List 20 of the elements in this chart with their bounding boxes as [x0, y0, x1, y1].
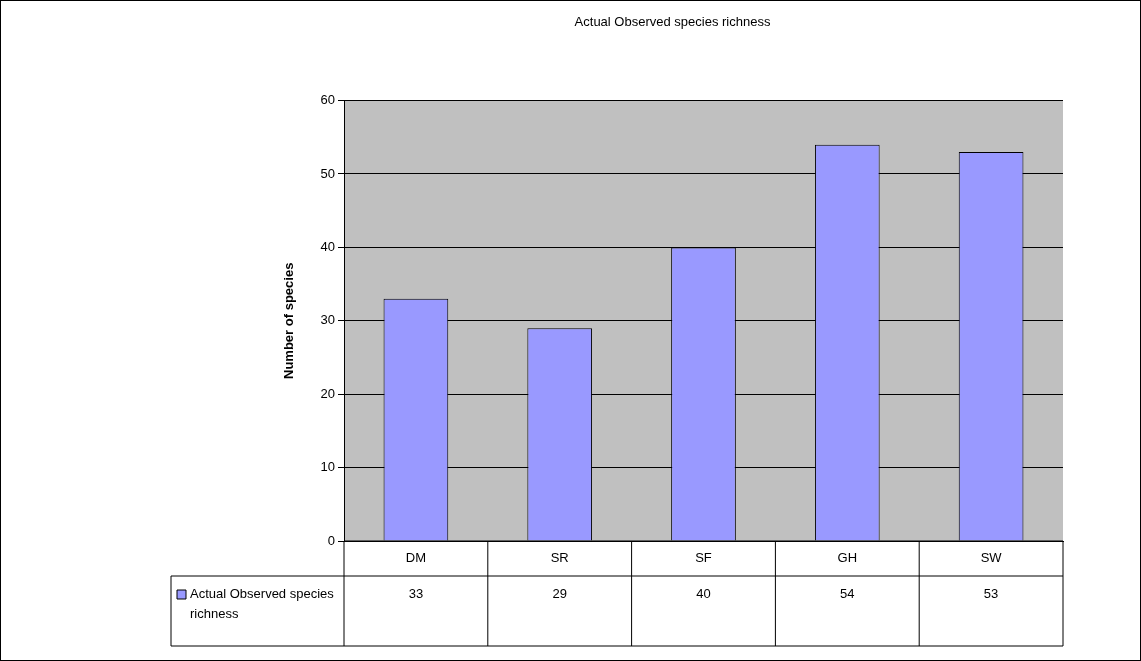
- x-tick-label: SF: [695, 550, 712, 566]
- y-tick-label: 50: [320, 165, 335, 181]
- x-tick-label: GH: [837, 550, 858, 566]
- data-label: 54: [840, 585, 855, 601]
- x-tick-label: SW: [980, 550, 1003, 566]
- y-axis-title: Number of species: [281, 262, 297, 379]
- x-tick-label: DM: [405, 550, 427, 566]
- y-tick-label: 40: [320, 238, 335, 254]
- data-label: 29: [552, 585, 567, 601]
- y-tick-label: 60: [320, 92, 335, 108]
- y-tick-label: 20: [320, 385, 335, 401]
- chart-title: Actual Observed species richness: [574, 14, 771, 30]
- data-label: 33: [408, 585, 424, 601]
- y-tick-label: 10: [320, 459, 335, 475]
- y-tick-label: 0: [327, 532, 335, 548]
- data-label: 40: [696, 585, 711, 601]
- data-label: 53: [983, 585, 999, 601]
- x-tick-label: SR: [550, 550, 569, 566]
- legend-label: Actual Observed species richness: [190, 585, 335, 621]
- y-tick-label: 30: [320, 312, 335, 328]
